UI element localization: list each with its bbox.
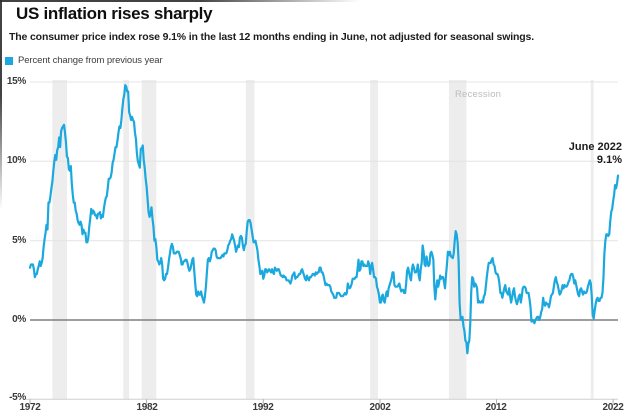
window-edge-top <box>0 0 360 2</box>
legend: Percent change from previous year <box>5 55 163 66</box>
window-edge-left <box>0 0 2 210</box>
x-axis-tick-1982: 1982 <box>136 402 158 413</box>
y-axis-tick-15: 15% <box>6 76 26 87</box>
page-title: US inflation rises sharply <box>16 4 213 23</box>
x-axis-tick-2012: 2012 <box>485 402 507 413</box>
callout-date: June 2022 <box>568 141 622 153</box>
y-axis-tick-5: 5% <box>12 235 26 246</box>
legend-label: Percent change from previous year <box>18 55 163 66</box>
recession-label: Recession <box>455 89 502 100</box>
legend-swatch-icon <box>5 56 13 65</box>
chart-subtitle: The consumer price index rose 9.1% in th… <box>9 31 534 43</box>
x-axis-tick-1972: 1972 <box>19 402 41 413</box>
y-axis-tick-10: 10% <box>6 155 26 166</box>
x-axis-tick-2002: 2002 <box>369 402 391 413</box>
callout-value: 9.1% <box>596 154 622 166</box>
x-axis-tick-2022: 2022 <box>602 402 624 413</box>
x-axis-tick-1992: 1992 <box>252 402 274 413</box>
y-axis-tick-neg5: -5% <box>9 392 26 403</box>
y-axis-tick-0: 0% <box>12 314 26 325</box>
june-2022-callout: June 2022 9.1% <box>569 141 622 167</box>
